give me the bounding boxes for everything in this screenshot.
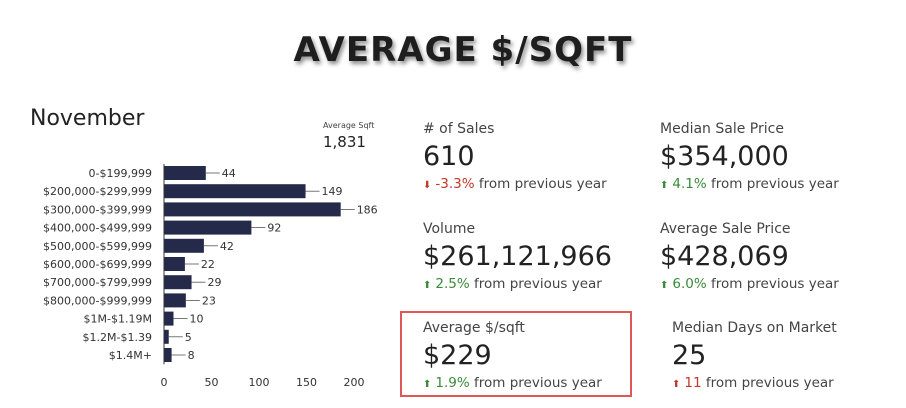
month-label: November <box>30 106 145 131</box>
category-label: $500,000-$599,999 <box>43 240 152 253</box>
stat-median-days-on-market: Median Days on Market 25 ⬆ 11 from previo… <box>672 320 837 391</box>
value-label: 8 <box>188 349 195 362</box>
stat-number-of-sales: # of Sales 610 ⬇ -3.3% from previous year <box>423 121 607 192</box>
bar <box>164 311 174 326</box>
up-arrow-icon: ⬆ <box>423 379 432 390</box>
x-tick-label: 100 <box>249 376 270 389</box>
category-label: $200,000-$299,999 <box>43 185 152 198</box>
stat-label: Median Days on Market <box>672 320 837 336</box>
bar <box>164 220 252 235</box>
page-title: AVERAGE $/SQFT <box>293 30 633 70</box>
stat-value: $229 <box>423 340 492 371</box>
bar <box>164 348 172 362</box>
down-arrow-icon: ⬇ <box>423 180 432 191</box>
change-percent: 6.0% <box>672 276 707 292</box>
value-label: 149 <box>322 185 343 198</box>
category-label: $1.2M-$1.39 <box>83 331 152 344</box>
bar <box>164 329 169 344</box>
change-suffix: from previous year <box>711 276 839 292</box>
stat-change: ⬆ 1.9% from previous year <box>423 375 602 391</box>
category-label: $400,000-$499,999 <box>43 222 152 235</box>
value-label: 22 <box>201 258 215 271</box>
bar <box>164 275 192 290</box>
stat-change: ⬆ 11 from previous year <box>672 375 837 391</box>
x-tick-label: 150 <box>296 376 317 389</box>
stat-change: ⬇ -3.3% from previous year <box>423 176 607 192</box>
value-label: 10 <box>190 313 204 326</box>
x-tick-label: 50 <box>205 376 219 389</box>
stat-value: $428,069 <box>660 241 789 272</box>
highlight-box <box>400 311 632 397</box>
up-arrow-icon: ⬆ <box>660 180 669 191</box>
value-label: 23 <box>202 294 216 307</box>
x-tick-label: 0 <box>161 376 168 389</box>
change-percent: 4.1% <box>672 176 707 192</box>
stat-value: $354,000 <box>660 141 789 172</box>
bar <box>164 166 206 180</box>
price-range-bar-chart: 0-$199,999 44 $200,000-$299,999 149 $300,000… <box>43 164 378 389</box>
category-label: $800,000-$999,999 <box>43 294 152 307</box>
bar <box>164 238 204 253</box>
category-label: $1.4M+ <box>109 349 152 362</box>
stat-value: 610 <box>423 141 475 172</box>
stat-label: # of Sales <box>423 121 495 137</box>
up-arrow-icon: ⬆ <box>660 280 669 291</box>
stat-value: $261,121,966 <box>423 241 612 272</box>
category-label: $600,000-$699,999 <box>43 258 152 271</box>
stat-average-sale-price: Average Sale Price $428,069 ⬆ 6.0% from p… <box>660 221 839 292</box>
change-suffix: from previous year <box>705 375 834 391</box>
bar <box>164 202 341 217</box>
change-suffix: from previous year <box>474 276 602 292</box>
change-suffix: from previous year <box>711 176 839 192</box>
category-label: 0-$199,999 <box>89 167 152 180</box>
category-label: $1M-$1.19M <box>84 313 152 326</box>
category-label: $300,000-$399,999 <box>43 203 152 216</box>
bar <box>164 257 185 271</box>
value-label: 29 <box>208 276 222 289</box>
stat-median-sale-price: Median Sale Price $354,000 ⬆ 4.1% from pr… <box>660 121 839 192</box>
stat-average-price-per-sqft: Average $/sqft $229 ⬆ 1.9% from previous … <box>423 320 602 391</box>
change-suffix: from previous year <box>478 176 607 192</box>
change-value: 11 <box>684 375 702 391</box>
value-label: 186 <box>357 203 378 216</box>
change-suffix: from previous year <box>474 375 602 391</box>
category-label: $700,000-$799,999 <box>43 276 152 289</box>
stat-change: ⬆ 6.0% from previous year <box>660 276 839 292</box>
bar <box>164 184 306 199</box>
average-sqft-value: 1,831 <box>323 133 366 151</box>
stat-volume: Volume $261,121,966 ⬆ 2.5% from previous … <box>423 221 612 292</box>
change-percent: 1.9% <box>435 375 470 391</box>
stat-change: ⬆ 4.1% from previous year <box>660 176 839 192</box>
stat-label: Average $/sqft <box>423 320 525 336</box>
up-arrow-icon: ⬆ <box>423 280 432 291</box>
value-label: 92 <box>267 222 281 235</box>
bar <box>164 293 186 308</box>
x-tick-label: 200 <box>344 376 365 389</box>
stat-label: Average Sale Price <box>660 221 791 237</box>
stat-value: 25 <box>672 340 707 371</box>
stat-change: ⬆ 2.5% from previous year <box>423 276 612 292</box>
value-label: 42 <box>220 240 234 253</box>
stat-label: Median Sale Price <box>660 121 784 137</box>
up-arrow-icon: ⬆ <box>672 379 681 390</box>
average-sqft-label: Average Sqft <box>323 121 375 130</box>
change-percent: -3.3% <box>435 176 475 192</box>
value-label: 44 <box>222 167 236 180</box>
change-percent: 2.5% <box>435 276 470 292</box>
stat-label: Volume <box>423 221 476 237</box>
value-label: 5 <box>185 331 192 344</box>
